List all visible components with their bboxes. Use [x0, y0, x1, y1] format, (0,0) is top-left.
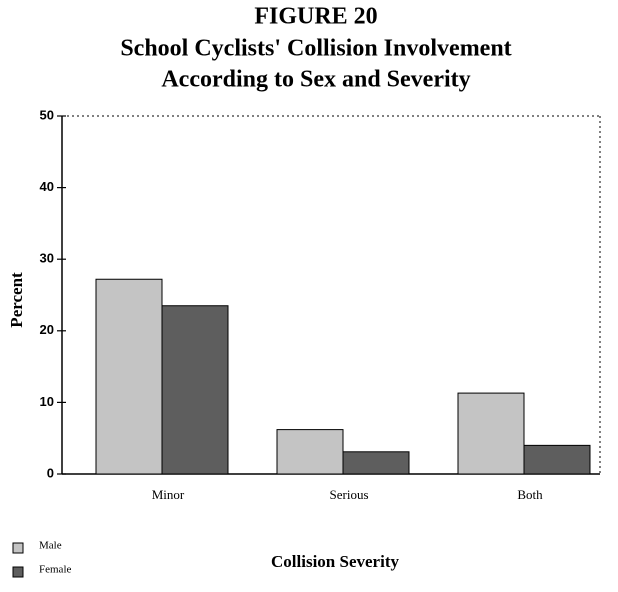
x-tick-label: Both	[517, 487, 543, 502]
y-tick-label: 40	[40, 179, 54, 194]
x-tick-label: Minor	[152, 487, 185, 502]
bar	[457, 392, 525, 475]
bar	[342, 451, 410, 475]
chart-title: School Cyclists' Collision Involvement	[120, 36, 511, 62]
legend-label: Female	[39, 564, 71, 576]
figure-label: FIGURE 20	[254, 4, 377, 30]
y-axis-label: Percent	[7, 272, 26, 328]
y-tick-label: 10	[40, 394, 54, 409]
y-tick-label: 30	[40, 251, 54, 266]
bar	[161, 305, 229, 475]
y-tick-label: 50	[40, 107, 54, 122]
bar	[276, 429, 344, 475]
x-axis-label: Collision Severity	[271, 552, 399, 571]
y-tick-label: 0	[47, 465, 54, 480]
legend-swatch	[12, 542, 24, 554]
bar	[95, 278, 163, 475]
legend-swatch	[12, 566, 24, 578]
bar	[523, 444, 591, 475]
x-tick-label: Serious	[330, 487, 369, 502]
legend-label: Male	[39, 540, 62, 552]
y-tick-label: 20	[40, 322, 54, 337]
chart-title: According to Sex and Severity	[161, 67, 470, 93]
